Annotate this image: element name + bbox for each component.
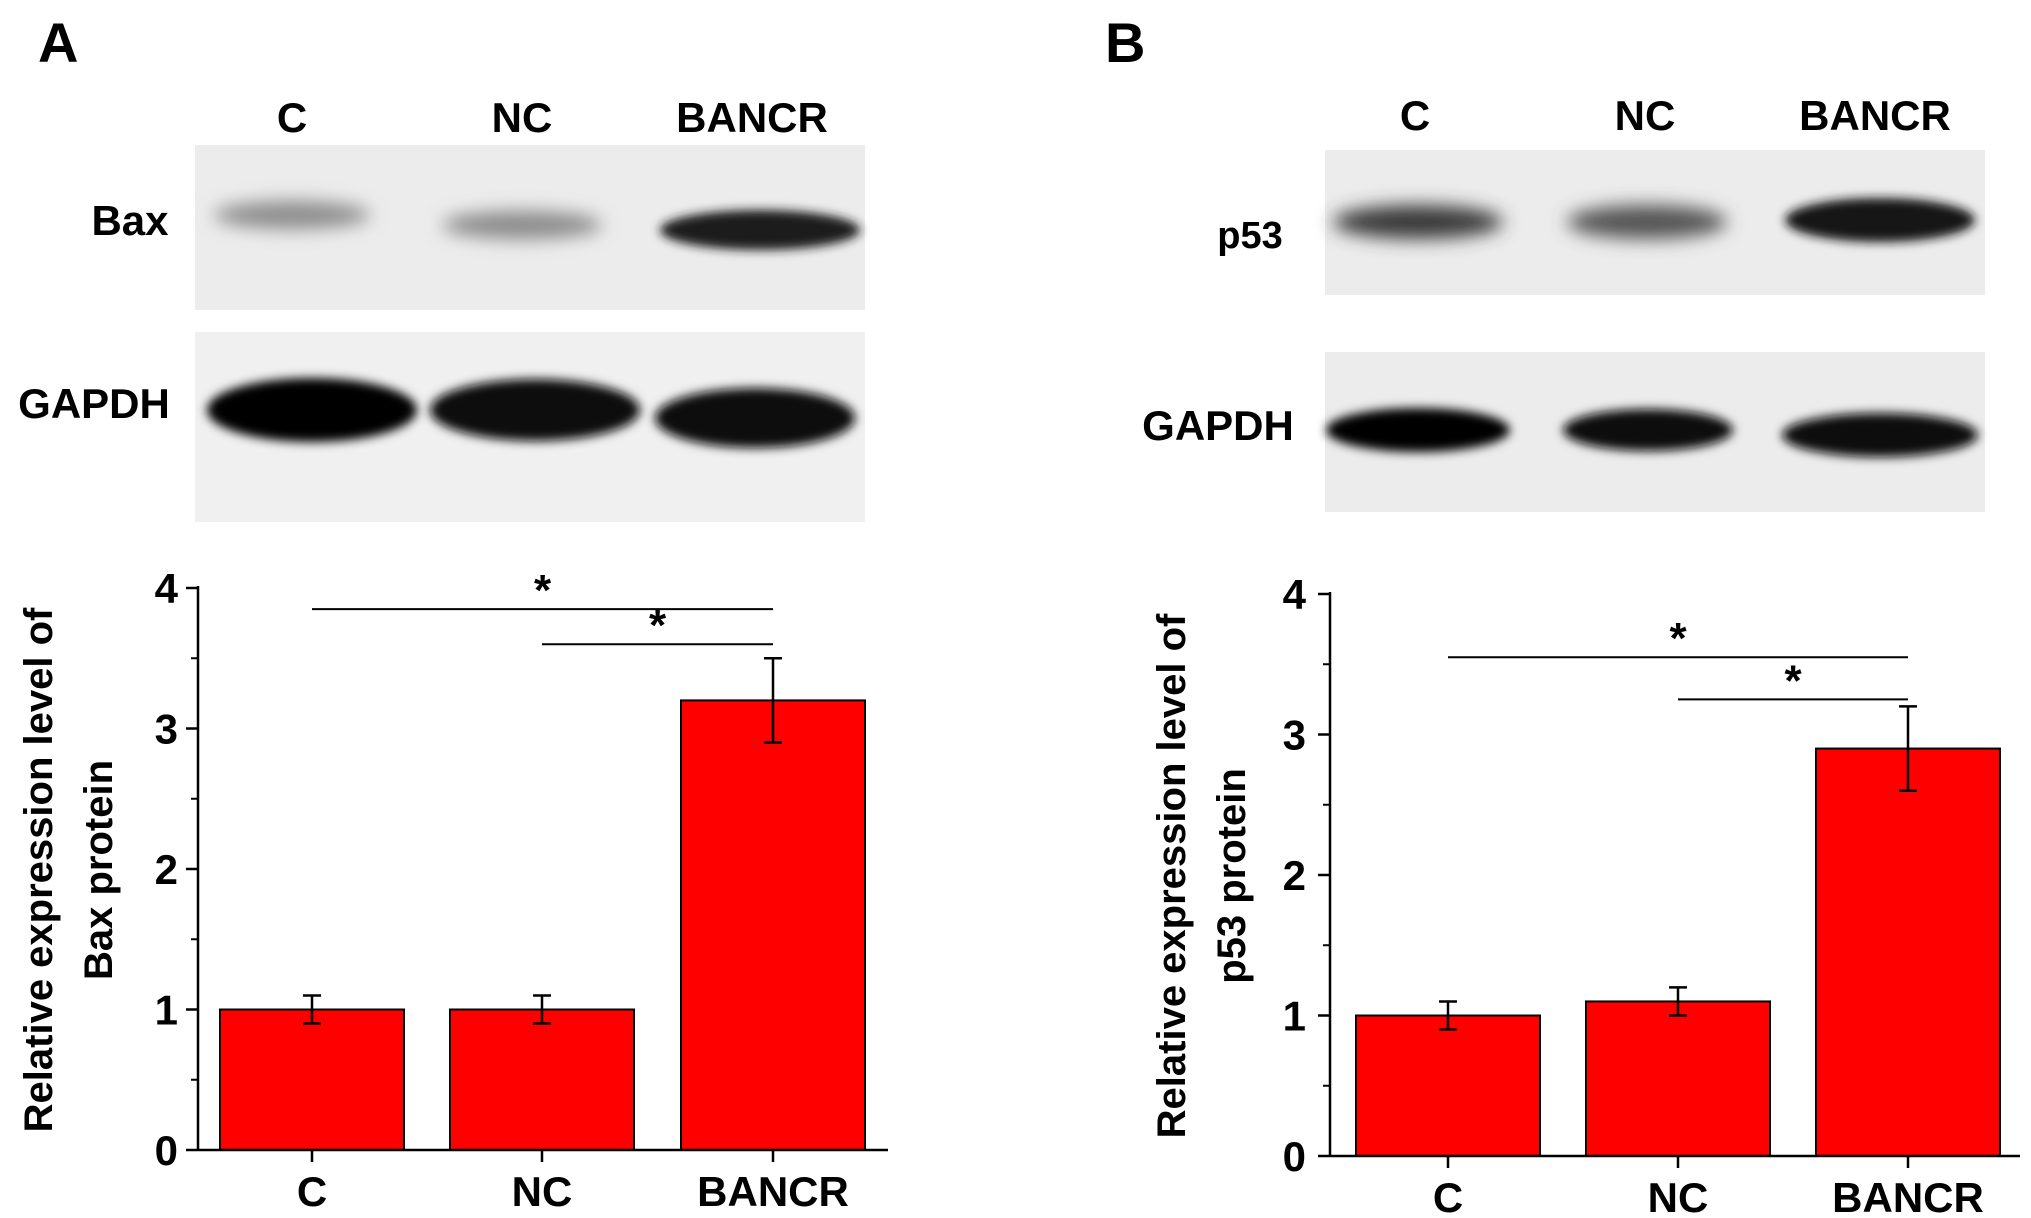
y-axis-label: Bax protein — [77, 760, 121, 980]
blot-lane-label: C — [277, 94, 307, 141]
panel-a: A C NC BANCR Bax GAPDH 0 1 2 3 4 C NC BANCR Rela… — [17, 11, 888, 1215]
blot-protein-label: Bax — [91, 197, 169, 244]
y-tick-label: 1 — [155, 987, 178, 1034]
x-tick-label: NC — [1648, 1174, 1709, 1218]
blot-lane-label: BANCR — [676, 94, 828, 141]
blot-band — [1333, 205, 1503, 239]
blot-band — [430, 379, 640, 441]
blot-band — [214, 201, 370, 229]
blot-lane-label: NC — [492, 94, 553, 141]
y-axis-label: Relative expression level of — [1150, 613, 1194, 1138]
x-tick-label: BANCR — [1832, 1174, 1984, 1218]
significance-star: * — [1784, 656, 1802, 705]
blot-band — [1563, 409, 1733, 451]
blot-band — [1785, 198, 1975, 242]
bar — [219, 1008, 405, 1151]
y-tick-label: 2 — [155, 846, 178, 893]
y-axis-label: Relative expression level of — [17, 607, 61, 1132]
blot-lane-label: NC — [1615, 92, 1676, 139]
western-blot-gapdh — [1325, 352, 1985, 512]
blot-protein-label: GAPDH — [18, 380, 170, 427]
blot-band — [1326, 408, 1510, 452]
significance-star: * — [534, 566, 552, 615]
x-tick-label: NC — [512, 1168, 573, 1215]
y-tick-label: 0 — [155, 1127, 178, 1174]
significance-star: * — [649, 601, 667, 650]
blot-band — [207, 378, 417, 442]
y-tick-label: 2 — [1283, 852, 1306, 899]
bar-chart-p53: 0 1 2 3 4 C NC BANCR Relative expression level o… — [1150, 571, 2020, 1218]
bar — [680, 699, 866, 1152]
blot-band — [660, 210, 860, 250]
y-tick-label: 4 — [1283, 571, 1307, 618]
y-tick-label: 3 — [155, 706, 178, 753]
bar-chart-bax: 0 1 2 3 4 C NC BANCR Relative expression level o… — [17, 565, 888, 1215]
significance-star: * — [1669, 614, 1687, 663]
y-tick-label: 4 — [155, 565, 179, 612]
y-axis-label: p53 protein — [1210, 768, 1254, 984]
blot-band — [1567, 205, 1727, 239]
bar — [1815, 747, 2001, 1157]
x-tick-label: C — [297, 1168, 327, 1215]
y-tick-label: 3 — [1283, 712, 1306, 759]
y-tick-label: 0 — [1283, 1133, 1306, 1180]
bar — [1585, 1000, 1771, 1158]
blot-protein-label: GAPDH — [1142, 402, 1294, 449]
blot-band — [1782, 413, 1978, 457]
y-tick-label: 1 — [1283, 993, 1306, 1040]
bar — [449, 1008, 635, 1151]
western-blot-bax — [195, 145, 865, 310]
panel-letter-a: A — [38, 11, 78, 74]
blot-protein-label: p53 — [1217, 215, 1282, 257]
blot-band — [442, 211, 602, 239]
blot-band — [655, 388, 855, 448]
western-blot-gapdh — [195, 332, 865, 522]
panel-letter-b: B — [1105, 11, 1145, 74]
bar — [1355, 1014, 1541, 1157]
x-tick-label: C — [1433, 1174, 1463, 1218]
blot-lane-label: C — [1400, 92, 1430, 139]
western-blot-p53 — [1325, 150, 1985, 295]
panel-b: B C NC BANCR p53 GAPDH 0 1 2 3 4 C NC BANCR Rela… — [1105, 11, 2020, 1218]
blot-lane-label: BANCR — [1799, 92, 1951, 139]
x-tick-label: BANCR — [697, 1168, 849, 1215]
